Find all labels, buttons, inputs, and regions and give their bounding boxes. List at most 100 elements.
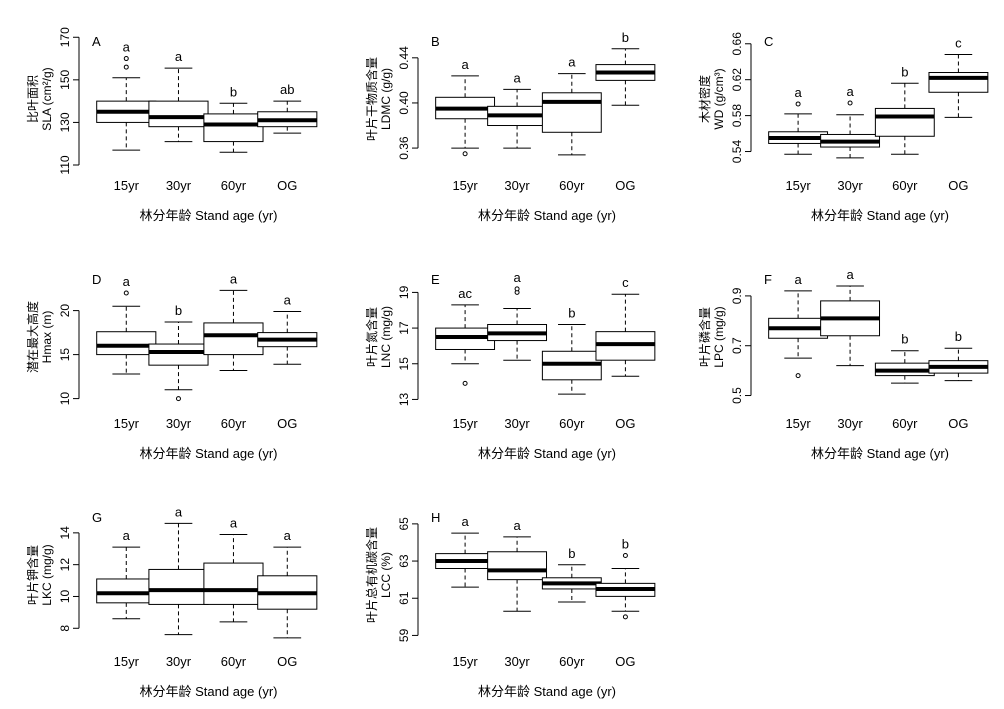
significance-letter: ac <box>458 286 472 301</box>
x-tick-label: 15yr <box>452 416 478 431</box>
y-tick-label: 13 <box>397 392 411 406</box>
y-tick-label: 63 <box>397 554 411 568</box>
x-tick-label: 15yr <box>785 178 811 193</box>
x-tick-label: 15yr <box>452 178 478 193</box>
y-axis-title-cn: 叶片总有机碳含量 <box>364 527 379 623</box>
x-tick-label: OG <box>615 654 635 669</box>
box-og: a <box>257 528 318 639</box>
y-axis-title-en: LCC (%) <box>379 552 393 598</box>
iqr-box <box>148 100 209 128</box>
outlier-point <box>514 286 520 292</box>
box-15yr: a <box>96 528 157 620</box>
y-tick-label: 0.9 <box>730 287 744 304</box>
significance-letter: c <box>955 36 962 51</box>
outlier-point <box>123 56 129 62</box>
iqr-box <box>96 331 157 356</box>
x-tick-label: 15yr <box>452 654 478 669</box>
outlier-point <box>847 100 853 106</box>
box-60yr: b <box>874 332 935 384</box>
box-15yr: a <box>768 272 829 379</box>
y-tick-label: 65 <box>397 517 411 531</box>
y-axis-title-en: WD (g/cm³) <box>712 68 726 129</box>
box-60yr: b <box>874 64 935 155</box>
x-tick-label: 60yr <box>559 178 585 193</box>
y-axis-title-en: LPC (mg/g) <box>712 306 726 367</box>
box-15yr: a <box>435 57 496 157</box>
significance-letter: a <box>794 272 802 287</box>
iqr-box <box>487 551 548 581</box>
iqr-box <box>148 343 209 366</box>
panel-letter: F <box>764 272 772 287</box>
significance-letter: b <box>622 536 629 551</box>
x-tick-label: 60yr <box>892 178 918 193</box>
panel-letter: G <box>92 510 102 525</box>
iqr-box <box>203 562 264 605</box>
x-tick-label: 60yr <box>559 416 585 431</box>
panel-letter: E <box>431 272 440 287</box>
significance-letter: a <box>175 504 183 519</box>
x-tick-label: 60yr <box>221 178 247 193</box>
x-axis-title: 林分年龄 Stand age (yr) <box>811 446 949 461</box>
y-tick-label: 0.54 <box>730 140 744 164</box>
box-og: ab <box>257 82 318 134</box>
significance-letter: a <box>846 267 854 282</box>
box-og: b <box>928 329 989 382</box>
box-og: b <box>595 30 656 106</box>
box-30yr: b <box>148 303 209 402</box>
outlier-point <box>175 396 181 402</box>
box-60yr: b <box>541 306 602 395</box>
y-tick-label: 17 <box>397 321 411 335</box>
box-og: b <box>595 536 656 620</box>
x-tick-label: 60yr <box>892 416 918 431</box>
x-axis-title: 林分年龄 Stand age (yr) <box>811 208 949 223</box>
y-tick-label: 0.40 <box>397 91 411 115</box>
outlier-point <box>123 64 129 70</box>
y-tick-label: 59 <box>397 628 411 642</box>
y-axis-title-en: SLA (cm²/g) <box>40 67 54 130</box>
box-30yr: a <box>487 70 548 149</box>
x-tick-label: 15yr <box>785 416 811 431</box>
y-tick-label: 110 <box>58 155 72 174</box>
outlier-point <box>622 552 628 558</box>
x-tick-label: 60yr <box>221 416 247 431</box>
y-tick-label: 130 <box>58 112 72 132</box>
y-axis-title-cn: 叶片钾含量 <box>25 545 40 605</box>
x-tick-label: 15yr <box>114 178 140 193</box>
significance-letter: a <box>846 84 854 99</box>
x-tick-label: OG <box>277 654 297 669</box>
box-15yr: a <box>768 85 829 155</box>
significance-letter: b <box>230 84 237 99</box>
y-tick-label: 0.66 <box>730 32 744 56</box>
box-30yr: a <box>148 504 209 636</box>
significance-letter: a <box>461 514 469 529</box>
box-15yr: a <box>96 40 157 151</box>
y-tick-label: 150 <box>58 70 72 90</box>
x-tick-label: 30yr <box>837 416 863 431</box>
panel-c: 0.54 0.58 0.62 0.66 木材密度 WD (g/cm³) C 15yr 30yr 6… <box>697 32 989 223</box>
iqr-box <box>874 107 935 137</box>
significance-letter: a <box>794 85 802 100</box>
box-30yr: a <box>820 267 881 367</box>
x-tick-label: OG <box>277 416 297 431</box>
y-tick-label: 170 <box>58 27 72 47</box>
x-tick-label: OG <box>277 178 297 193</box>
y-tick-label: 8 <box>58 625 72 632</box>
panel-letter: D <box>92 272 101 287</box>
x-tick-label: 30yr <box>166 654 192 669</box>
significance-letter: b <box>901 332 908 347</box>
significance-letter: c <box>622 275 629 290</box>
x-axis-title: 林分年龄 Stand age (yr) <box>140 208 278 223</box>
significance-letter: b <box>568 546 575 561</box>
box-og: a <box>257 292 318 365</box>
y-axis-title-cn: 叶片氮含量 <box>364 307 379 367</box>
significance-letter: ab <box>280 82 294 97</box>
significance-letter: a <box>513 518 521 533</box>
panel-letter: C <box>764 34 773 49</box>
y-tick-label: 0.58 <box>730 104 744 128</box>
y-tick-label: 19 <box>397 285 411 299</box>
significance-letter: a <box>175 49 183 64</box>
y-tick-label: 10 <box>58 392 72 406</box>
y-axis-title-cn: 木材密度 <box>697 75 712 123</box>
x-tick-label: OG <box>948 416 968 431</box>
y-tick-label: 0.5 <box>730 387 744 404</box>
